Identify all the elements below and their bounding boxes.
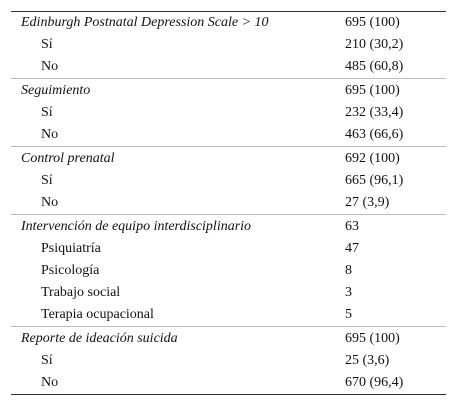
row-label: Terapia ocupacional: [41, 307, 154, 322]
section-value: 63: [345, 219, 359, 234]
section-label: Edinburgh Postnatal Depression Scale > 1…: [21, 15, 269, 30]
section: Control prenatal 692 (100) Sí 665 (96,1) No 2…: [11, 146, 446, 214]
row-label: Sí: [41, 173, 53, 188]
section-header: Seguimiento 695 (100): [11, 80, 446, 102]
row-label: Sí: [41, 37, 53, 52]
sub-row: Sí 232 (33,4): [11, 102, 446, 124]
section-value: 695 (100): [345, 15, 400, 30]
table: Edinburgh Postnatal Depression Scale > 1…: [11, 11, 446, 395]
sub-row: Sí 25 (3,6): [11, 350, 446, 372]
row-label: No: [41, 127, 59, 142]
row-label: No: [41, 375, 59, 390]
sub-row: Trabajo social 3: [11, 282, 446, 304]
row-value: 670 (96,4): [345, 375, 404, 390]
section: Reporte de ideación suicida 695 (100) Sí 25…: [11, 326, 446, 394]
section-label: Control prenatal: [21, 151, 115, 166]
row-label: Sí: [41, 353, 53, 368]
sub-row: Sí 210 (30,2): [11, 34, 446, 56]
section-value: 695 (100): [345, 83, 400, 98]
row-value: 3: [345, 285, 352, 300]
section: Intervención de equipo interdisciplinari…: [11, 214, 446, 326]
row-label: No: [41, 195, 59, 210]
section-header: Intervención de equipo interdisciplinari…: [11, 216, 446, 238]
row-label: Trabajo social: [41, 285, 121, 300]
row-value: 5: [345, 307, 352, 322]
sub-row: No 463 (66,6): [11, 124, 446, 146]
sub-row: No 670 (96,4): [11, 372, 446, 394]
sub-row: Terapia ocupacional 5: [11, 304, 446, 326]
section-header: Edinburgh Postnatal Depression Scale > 1…: [11, 12, 446, 34]
section-label: Intervención de equipo interdisciplinari…: [21, 219, 252, 234]
section-header: Control prenatal 692 (100): [11, 148, 446, 170]
sub-row: No 485 (60,8): [11, 56, 446, 78]
row-value: 232 (33,4): [345, 105, 404, 120]
sub-row: Psiquiatría 47: [11, 238, 446, 260]
sub-row: Sí 665 (96,1): [11, 170, 446, 192]
row-label: Sí: [41, 105, 53, 120]
section-label: Reporte de ideación suicida: [21, 331, 178, 346]
section-header: Reporte de ideación suicida 695 (100): [11, 328, 446, 350]
section: Edinburgh Postnatal Depression Scale > 1…: [11, 12, 446, 78]
row-value: 8: [345, 263, 352, 278]
row-value: 27 (3,9): [345, 195, 390, 210]
section-label: Seguimiento: [21, 83, 91, 98]
row-value: 485 (60,8): [345, 59, 404, 74]
section-value: 695 (100): [345, 331, 400, 346]
section-value: 692 (100): [345, 151, 400, 166]
row-label: Psicología: [41, 263, 100, 278]
row-value: 463 (66,6): [345, 127, 404, 142]
row-value: 25 (3,6): [345, 353, 390, 368]
row-value: 47: [345, 241, 359, 256]
row-label: No: [41, 59, 59, 74]
sub-row: Psicología 8: [11, 260, 446, 282]
sub-row: No 27 (3,9): [11, 192, 446, 214]
section: Seguimiento 695 (100) Sí 232 (33,4) No 463 (6…: [11, 78, 446, 146]
row-value: 665 (96,1): [345, 173, 404, 188]
row-label: Psiquiatría: [41, 241, 101, 256]
row-value: 210 (30,2): [345, 37, 404, 52]
